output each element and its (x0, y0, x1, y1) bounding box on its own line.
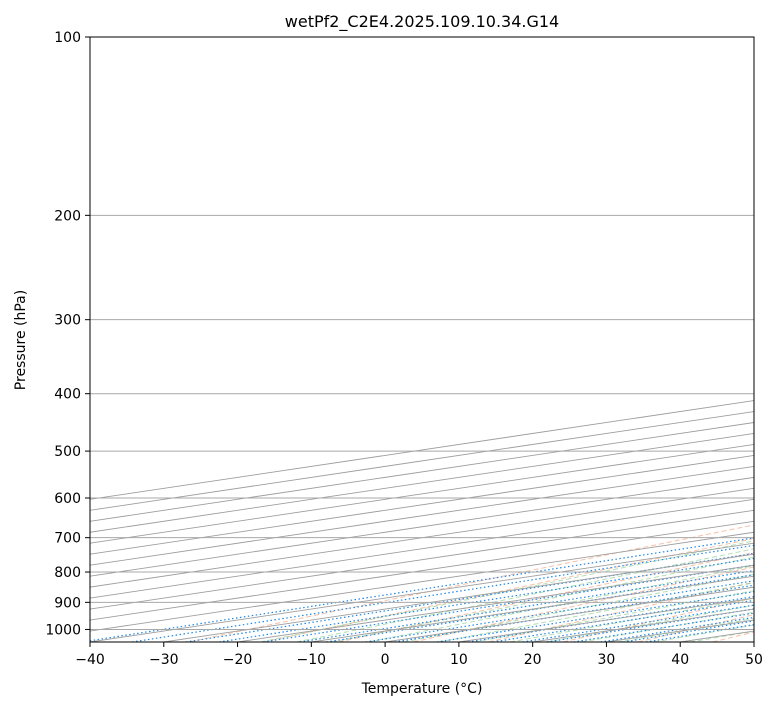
dry-adiabat-line (188, 524, 754, 642)
dry-adiabat-line (562, 597, 754, 642)
x-tick-label: −40 (75, 652, 105, 668)
mixing-ratio-line (90, 537, 754, 642)
mixing-ratio-line (132, 544, 754, 642)
x-tick-label: −20 (223, 652, 253, 668)
mixing-ratio-line (522, 604, 754, 642)
y-tick-label: 1000 (45, 622, 81, 638)
isotherm-line (90, 487, 754, 588)
x-tick-label: 40 (671, 652, 689, 668)
isotherm-line (90, 498, 754, 599)
x-tick-label: −10 (297, 652, 327, 668)
dry-adiabat-line (413, 566, 754, 642)
mixing-ratio-line (185, 552, 754, 642)
y-tick-label: 200 (54, 208, 81, 224)
x-tick-label: 10 (450, 652, 468, 668)
y-axis: 100 200 300 400 500 600 700 800 900 1000 (45, 30, 90, 638)
mixing-ratio-line (546, 608, 754, 642)
isotherm-line (90, 509, 754, 610)
isotherm-line (90, 465, 754, 566)
isotherm-line (90, 520, 754, 621)
plot-frame (89, 36, 755, 643)
x-axis-label: Temperature (°C) (361, 681, 483, 697)
y-tick-label: 100 (54, 30, 81, 46)
y-tick-label: 700 (54, 531, 81, 547)
isotherm-line (90, 454, 754, 555)
mixing-ratio-line (600, 616, 754, 642)
y-tick-label: 600 (54, 491, 81, 507)
mixing-ratio-line (492, 599, 754, 642)
y-tick-label: 500 (54, 444, 81, 460)
background-lines (90, 524, 754, 642)
y-tick-label: 300 (54, 313, 81, 329)
isotherm-line (90, 476, 754, 577)
mixing-ratio-line (573, 612, 754, 642)
moist-adiabat-line (474, 590, 754, 642)
isotherm-line (90, 443, 754, 544)
dry-adiabat-line (263, 537, 754, 642)
x-tick-label: 0 (381, 652, 390, 668)
chart-title: wetPf2_C2E4.2025.109.10.34.G14 (285, 12, 559, 32)
grid-lines (90, 37, 754, 642)
y-tick-label: 900 (54, 595, 81, 611)
mixing-ratio-line (219, 557, 754, 642)
y-tick-label: 400 (54, 387, 81, 403)
x-tick-label: 50 (745, 652, 763, 668)
y-axis-label: Pressure (hPa) (13, 290, 29, 390)
y-tick-label: 800 (54, 565, 81, 581)
x-tick-label: 30 (598, 652, 616, 668)
x-tick-label: −30 (149, 652, 179, 668)
isotherm-line (90, 531, 754, 632)
x-axis: −40 −30 −20 −10 0 10 20 30 40 50 (75, 642, 763, 668)
x-tick-label: 20 (524, 652, 542, 668)
